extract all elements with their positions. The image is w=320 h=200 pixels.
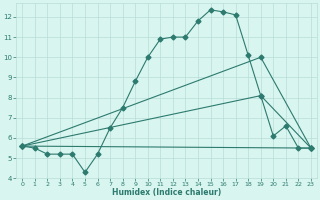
X-axis label: Humidex (Indice chaleur): Humidex (Indice chaleur) [112, 188, 221, 197]
